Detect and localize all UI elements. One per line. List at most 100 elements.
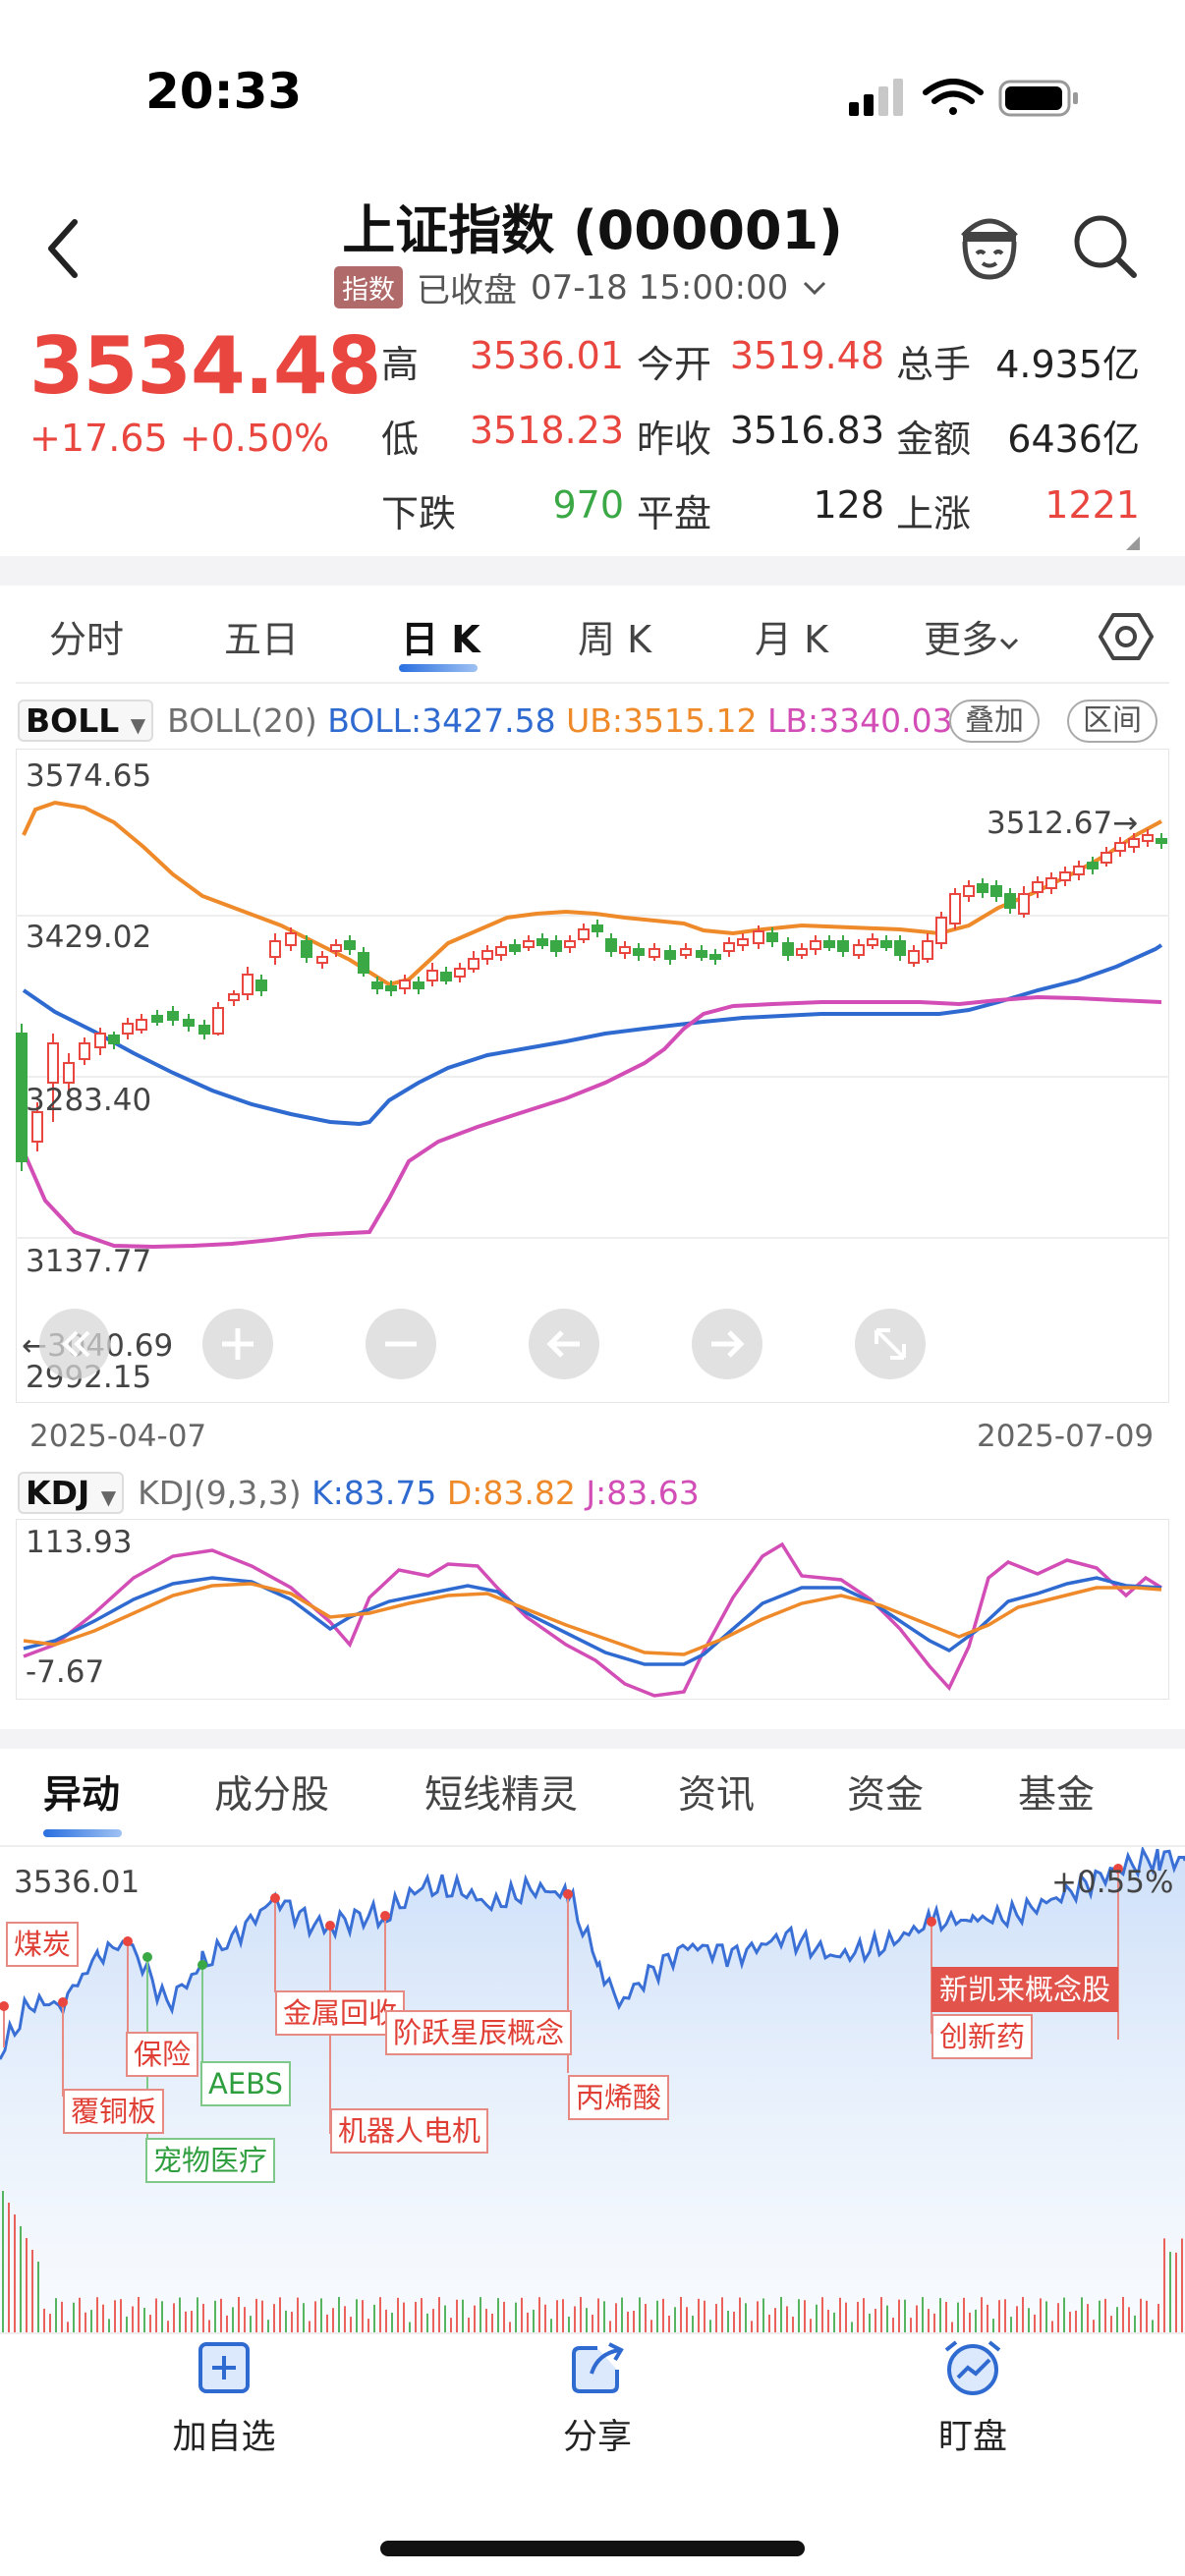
cellular-icon xyxy=(849,79,903,116)
up-count: 1221 xyxy=(1044,483,1140,527)
back-icon[interactable] xyxy=(43,214,92,283)
flat-count: 128 xyxy=(813,483,884,527)
kdj-j-line xyxy=(23,1541,1162,1698)
price-change: +17.65 +0.50% xyxy=(29,417,329,460)
settings-icon[interactable] xyxy=(1099,609,1154,664)
status-icons xyxy=(849,79,1078,117)
kdj-y-min: -7.67 xyxy=(26,1654,105,1690)
intraday-line xyxy=(0,1847,1185,2060)
up-label: 上涨 xyxy=(896,492,972,535)
kdj-j-value: J:83.63 xyxy=(586,1474,700,1512)
kdj-y-max: 113.93 xyxy=(26,1525,133,1560)
kdj-selector[interactable]: KDJ ▼ xyxy=(18,1472,125,1514)
mover-tag[interactable]: 机器人电机 xyxy=(330,2108,489,2154)
overlay-button[interactable]: 叠加 xyxy=(949,700,1040,743)
section-divider xyxy=(0,1729,1185,1749)
monitor-button[interactable]: 盯盘 xyxy=(894,2338,1051,2459)
tab-news[interactable]: 资讯 xyxy=(678,1773,756,1818)
tab-constituents[interactable]: 成分股 xyxy=(214,1773,330,1818)
mover-tag[interactable]: 丙烯酸 xyxy=(568,2075,670,2120)
tab-funds-flow[interactable]: 资金 xyxy=(847,1773,925,1818)
mover-tag[interactable]: 新凯来概念股 xyxy=(931,1967,1119,2012)
share-button[interactable]: 分享 xyxy=(519,2338,676,2459)
search-icon[interactable] xyxy=(1071,212,1140,281)
mover-tag[interactable]: 宠物医疗 xyxy=(145,2138,276,2183)
tab-weekly-k[interactable]: 周 K xyxy=(578,618,651,661)
boll-selector-label: BOLL xyxy=(26,701,120,740)
double-left-icon xyxy=(62,1330,90,1358)
zoom-in-button[interactable] xyxy=(202,1309,273,1379)
mover-tag[interactable]: 保险 xyxy=(126,2032,199,2077)
mover-tag[interactable]: 煤炭 xyxy=(6,1922,80,1967)
tag-dots xyxy=(0,1864,1123,2011)
low-value: 3518.23 xyxy=(469,409,624,452)
boll-ub-value: UB:3515.12 xyxy=(566,701,758,740)
mascot-icon[interactable] xyxy=(955,206,1024,285)
k-y-tick-4: 3137.77 xyxy=(26,1244,152,1279)
tab-more[interactable]: 更多 xyxy=(924,609,1020,663)
expand-icon xyxy=(875,1328,906,1360)
boll-selector[interactable]: BOLL ▼ xyxy=(18,700,154,742)
active-bottom-tab-indicator xyxy=(43,1829,122,1837)
intraday-high: 3536.01 xyxy=(14,1865,141,1900)
arrow-right-icon xyxy=(711,1330,745,1358)
share-icon xyxy=(572,2342,624,2393)
zoom-out-button[interactable] xyxy=(366,1309,436,1379)
tab-monthly-k[interactable]: 月 K xyxy=(755,618,828,661)
tab-intraday[interactable]: 分时 xyxy=(49,618,125,661)
mover-tag[interactable]: AEBS xyxy=(200,2061,291,2106)
tab-daily-k[interactable]: 日 K xyxy=(401,618,480,661)
divider xyxy=(0,2332,1185,2334)
volume-value: 4.935亿 xyxy=(995,343,1140,386)
add-square-icon xyxy=(198,2342,250,2393)
tab-short-term[interactable]: 短线精灵 xyxy=(424,1773,579,1818)
change-value: +17.65 xyxy=(29,417,168,460)
high-label: 高 xyxy=(381,343,420,386)
add-watchlist-button[interactable]: 加自选 xyxy=(145,2338,303,2459)
wifi-icon xyxy=(923,79,984,115)
candlestick-chart[interactable] xyxy=(16,749,1169,1403)
boll-name: BOLL(20) xyxy=(167,701,317,740)
scroll-start-button[interactable] xyxy=(39,1309,110,1379)
market-status[interactable]: 指数 已收盘 07-18 15:00:00 xyxy=(334,263,827,311)
high-value: 3536.01 xyxy=(469,334,624,377)
tab-movers[interactable]: 异动 xyxy=(43,1773,121,1818)
mover-tag[interactable]: 创新药 xyxy=(931,2014,1034,2059)
chevron-down-icon xyxy=(804,281,826,295)
tab-fund[interactable]: 基金 xyxy=(1018,1773,1096,1818)
period-tabs: 分时 五日 日 K 周 K 月 K 更多 xyxy=(0,599,1185,678)
change-percent: +0.50% xyxy=(179,417,330,460)
alarm-clock-icon xyxy=(944,2340,1001,2395)
fullscreen-button[interactable] xyxy=(855,1309,926,1379)
mover-tag[interactable]: 阶跃星辰概念 xyxy=(385,2010,573,2055)
high-price-value: 3512.67 xyxy=(987,806,1113,841)
prev-close-value: 3516.83 xyxy=(729,409,884,452)
home-indicator xyxy=(380,2541,805,2556)
minus-icon xyxy=(385,1341,417,1347)
intraday-pct: +0.55% xyxy=(1051,1865,1174,1900)
down-label: 下跌 xyxy=(381,492,457,535)
range-button[interactable]: 区间 xyxy=(1067,700,1157,743)
battery-icon xyxy=(998,80,1078,117)
k-y-tick-3: 3283.40 xyxy=(26,1083,152,1118)
scroll-right-button[interactable] xyxy=(692,1309,762,1379)
divider xyxy=(0,1845,1185,1847)
expand-corner-icon[interactable] xyxy=(1126,536,1140,550)
amount-value: 6436亿 xyxy=(1007,418,1140,461)
high-price-marker: 3512.67→ xyxy=(987,806,1139,841)
kdj-d-line xyxy=(23,1582,1162,1656)
date-start: 2025-04-07 xyxy=(29,1419,207,1454)
date-end: 2025-07-09 xyxy=(977,1419,1155,1454)
kdj-header: KDJ ▼ KDJ(9,3,3) K:83.75 D:83.82 J:83.63 xyxy=(18,1472,700,1514)
boll-upper-line xyxy=(22,800,1162,987)
market-state: 已收盘 xyxy=(417,271,517,310)
mover-tag[interactable]: 覆铜板 xyxy=(63,2089,165,2134)
amount-label: 金额 xyxy=(896,418,972,461)
kdj-chart[interactable] xyxy=(16,1519,1169,1700)
volume-bars xyxy=(2,2191,1183,2334)
tab-five-day[interactable]: 五日 xyxy=(224,618,300,661)
boll-mid-value: BOLL:3427.58 xyxy=(327,701,556,740)
scroll-left-button[interactable] xyxy=(529,1309,599,1379)
k-y-tick-1: 3574.65 xyxy=(26,758,152,794)
flat-label: 平盘 xyxy=(637,492,712,535)
